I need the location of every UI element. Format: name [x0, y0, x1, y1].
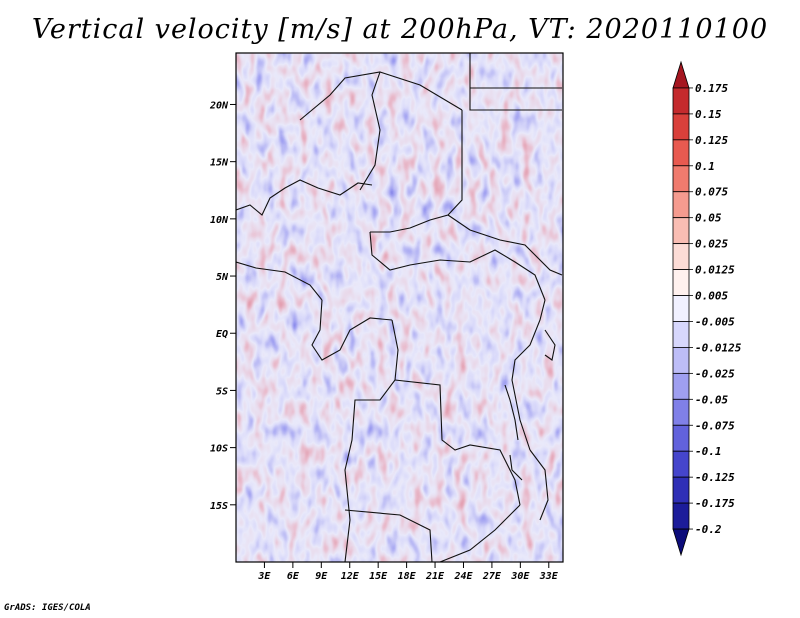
lon-tick-label: 18E	[398, 571, 417, 582]
plot-frame	[235, 52, 564, 563]
lon-tick-label: 30E	[510, 571, 530, 582]
colorbar-segment	[672, 398, 690, 426]
chart-title: Vertical velocity [m/s] at 200hPa, VT: 2…	[31, 14, 769, 45]
lat-tick-label: 5N	[216, 272, 229, 283]
colorbar-segment	[672, 295, 690, 322]
colorbar-label: 0.075	[695, 186, 728, 199]
lon-tick-label: 9E	[315, 571, 328, 582]
colorbar-label: -0.05	[695, 393, 728, 406]
colorbar-label: 0.025	[695, 238, 728, 251]
colorbar-label: -0.005	[695, 315, 735, 328]
colorbar-segment	[672, 113, 690, 141]
colorbar-segment	[672, 476, 690, 504]
colorbar-segment	[672, 139, 690, 167]
colorbar-segment	[672, 165, 690, 193]
grads-credit: GrADS: IGES/COLA	[4, 603, 91, 613]
colorbar-segment	[672, 243, 690, 270]
lat-tick-label: 5S	[216, 386, 228, 397]
colorbar-label: -0.0125	[695, 341, 742, 354]
colorbar-label: 0.1	[695, 160, 715, 173]
colorbar-label: 0.05	[695, 212, 722, 225]
lon-tick-label: 15E	[369, 571, 388, 582]
colorbar-segment	[672, 502, 690, 530]
longitude-axis: 3E 6E 9E 12E 15E 18E 21E 24E 27E 30E 33E	[257, 562, 559, 582]
colorbar-label: -0.025	[695, 367, 735, 380]
colorbar-segment	[672, 60, 690, 89]
lon-tick-label: 27E	[482, 571, 502, 582]
lat-tick-label: 10N	[210, 215, 229, 226]
colorbar-label: 0.005	[695, 290, 728, 303]
colorbar-segment	[672, 217, 690, 245]
colorbar-segment	[672, 528, 690, 557]
colorbar: 0.175 0.15 0.125 0.1 0.075 0.05 0.025 0.0125 0.0…	[672, 60, 742, 557]
colorbar-segment	[672, 424, 690, 452]
colorbar-segment	[672, 347, 690, 374]
lon-tick-label: 12E	[341, 571, 360, 582]
lon-tick-label: 33E	[539, 571, 559, 582]
lat-tick-label: 15S	[210, 501, 228, 512]
lat-tick-label: 15N	[210, 158, 229, 169]
colorbar-label: 0.15	[695, 108, 722, 121]
colorbar-segment	[672, 269, 690, 296]
lat-tick-label: 10S	[210, 444, 228, 455]
colorbar-label: 0.175	[695, 82, 728, 95]
lon-tick-label: 3E	[257, 571, 271, 582]
colorbar-label: -0.175	[695, 497, 735, 510]
colorbar-label: 0.125	[695, 134, 728, 147]
country-borders	[236, 53, 563, 562]
colorbar-label: 0.0125	[695, 264, 735, 277]
colorbar-segment	[672, 321, 690, 348]
lon-tick-label: 6E	[287, 571, 300, 582]
colorbar-segment	[672, 372, 690, 400]
colorbar-segment	[672, 191, 690, 219]
lat-tick-label: 20N	[209, 100, 229, 111]
latitude-axis: 20N 15N 10N 5N EQ 5S 10S 15S	[209, 100, 236, 512]
lon-tick-label: 21E	[425, 571, 445, 582]
colorbar-label: -0.125	[695, 471, 735, 484]
lat-tick-label: EQ	[216, 329, 228, 340]
velocity-field	[236, 53, 563, 562]
colorbar-label: -0.1	[695, 445, 722, 458]
colorbar-label: -0.075	[695, 419, 735, 432]
colorbar-segment	[672, 450, 690, 478]
colorbar-label: -0.2	[695, 523, 722, 536]
lon-tick-label: 24E	[453, 571, 473, 582]
colorbar-segment	[672, 87, 690, 115]
